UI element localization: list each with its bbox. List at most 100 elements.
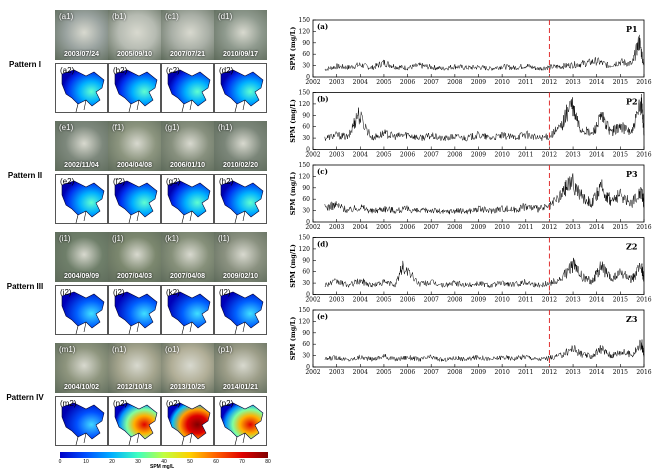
image-date: 2006/01/10 xyxy=(169,162,206,169)
pattern-label: Pattern III xyxy=(6,282,44,291)
x-tick-label: 2016 xyxy=(636,79,651,86)
colorbar-tick-label: 60 xyxy=(213,459,219,465)
y-tick-label: 30 xyxy=(302,63,310,70)
river-channel xyxy=(234,99,246,112)
x-tick-label: 2005 xyxy=(376,224,391,231)
x-tick-label: 2015 xyxy=(613,224,628,231)
estuary-shape xyxy=(220,180,264,218)
map-id: (j2) xyxy=(113,288,125,297)
y-tick-label: 120 xyxy=(299,318,311,325)
x-tick-label: 2016 xyxy=(636,224,651,231)
x-tick-label: 2014 xyxy=(589,152,604,159)
estuary-shape xyxy=(220,69,264,107)
map-id: (n2) xyxy=(113,399,128,408)
image-date: 2002/11/04 xyxy=(64,162,99,169)
map-id: (o2) xyxy=(166,399,181,408)
y-tick-label: 150 xyxy=(299,162,311,169)
image-id: (l1) xyxy=(218,234,230,243)
image-id: (m1) xyxy=(59,345,76,354)
map-id: (m2) xyxy=(60,399,77,408)
river-channel xyxy=(181,210,193,223)
river-channel xyxy=(234,432,246,445)
x-tick-label: 2005 xyxy=(376,152,391,159)
x-tick-label: 2008 xyxy=(447,297,462,304)
estuary-shape xyxy=(114,402,158,440)
y-tick-label: 120 xyxy=(299,173,311,180)
satellite-image: (k1) 2007/04/08 xyxy=(161,232,214,282)
pattern-label: Pattern II xyxy=(7,171,43,180)
x-tick-label: 2008 xyxy=(447,79,462,86)
x-tick-label: 2009 xyxy=(471,369,486,376)
river-channel xyxy=(128,321,140,334)
x-tick-label: 2007 xyxy=(424,297,439,304)
y-axis-label: SPM (mg/L) xyxy=(289,244,297,288)
map-id: (h2) xyxy=(219,177,234,186)
colorbar-tick-label: 20 xyxy=(109,459,115,465)
panel-letter: (d) xyxy=(317,240,329,249)
satellite-image: (h1) 2010/02/20 xyxy=(214,121,267,171)
station-label: P1 xyxy=(626,24,638,34)
x-tick-label: 2015 xyxy=(613,152,628,159)
x-tick-label: 2011 xyxy=(518,224,533,231)
colorbar-tick-label: 0 xyxy=(58,459,62,465)
y-axis-label: SPM (mg/L) xyxy=(289,317,297,361)
map-id: (b2) xyxy=(113,66,128,75)
colorbar-tick-label: 40 xyxy=(161,459,167,465)
spm-map: (b2) xyxy=(108,63,161,113)
satellite-image: (i1) 2004/09/09 xyxy=(55,232,108,282)
satellite-image: (p1) 2014/01/21 xyxy=(214,343,267,393)
estuary-shape xyxy=(220,402,264,440)
y-tick-label: 120 xyxy=(299,101,311,108)
y-tick-label: 90 xyxy=(302,185,310,192)
satellite-image: (d1) 2010/09/17 xyxy=(214,10,267,60)
spm-map: (d2) xyxy=(214,63,267,113)
x-tick-label: 2010 xyxy=(495,79,510,86)
x-tick-label: 2009 xyxy=(471,79,486,86)
y-tick-label: 0 xyxy=(306,219,310,226)
colorbar: 0 10 20 30 40 50 60 70 80 SPM mg/L xyxy=(58,452,271,471)
pattern-label: Pattern IV xyxy=(6,393,44,402)
satellite-image: (a1) 2003/07/24 xyxy=(55,10,108,60)
river-channel xyxy=(75,99,87,112)
x-tick-label: 2002 xyxy=(305,224,320,231)
y-tick-label: 30 xyxy=(302,280,310,287)
x-tick-label: 2011 xyxy=(518,297,533,304)
spm-map: (l2) xyxy=(214,285,267,335)
satellite-image: (m1) 2004/10/02 xyxy=(55,343,108,393)
y-tick-label: 90 xyxy=(302,40,310,47)
map-id: (i2) xyxy=(60,288,72,297)
y-tick-label: 90 xyxy=(302,330,310,337)
x-tick-label: 2012 xyxy=(542,297,557,304)
satellite-image: (c1) 2007/07/21 xyxy=(161,10,214,60)
x-tick-label: 2014 xyxy=(589,79,604,86)
colorbar-gradient xyxy=(60,452,268,458)
spm-series-line xyxy=(324,338,645,363)
image-date: 2010/09/17 xyxy=(222,51,259,58)
pattern-label: Pattern I xyxy=(8,60,41,69)
x-tick-label: 2009 xyxy=(471,297,486,304)
spm-map: (g2) xyxy=(161,174,214,224)
river-channel xyxy=(234,321,246,334)
spm-map: (e2) xyxy=(55,174,108,224)
image-date: 2004/09/09 xyxy=(63,273,100,280)
image-date: 2009/02/10 xyxy=(222,273,259,280)
plot-frame xyxy=(312,309,645,368)
image-id: (j1) xyxy=(112,234,124,243)
x-tick-label: 2007 xyxy=(424,79,439,86)
spm-map: (h2) xyxy=(214,174,267,224)
station-label: P2 xyxy=(626,97,638,107)
estuary-shape xyxy=(61,69,105,107)
y-tick-label: 60 xyxy=(302,341,310,348)
map-id: (k2) xyxy=(166,288,180,297)
y-tick-label: 0 xyxy=(306,147,310,154)
map-id: (c2) xyxy=(166,66,180,75)
spm-map: (n2) xyxy=(108,396,161,446)
x-tick-label: 2003 xyxy=(329,224,344,231)
satellite-image: (j1) 2007/04/03 xyxy=(108,232,161,282)
x-tick-label: 2013 xyxy=(565,224,580,231)
colorbar-tick-label: 80 xyxy=(265,459,271,465)
x-tick-label: 2003 xyxy=(329,297,344,304)
x-tick-label: 2007 xyxy=(424,224,439,231)
y-tick-label: 60 xyxy=(302,124,310,131)
